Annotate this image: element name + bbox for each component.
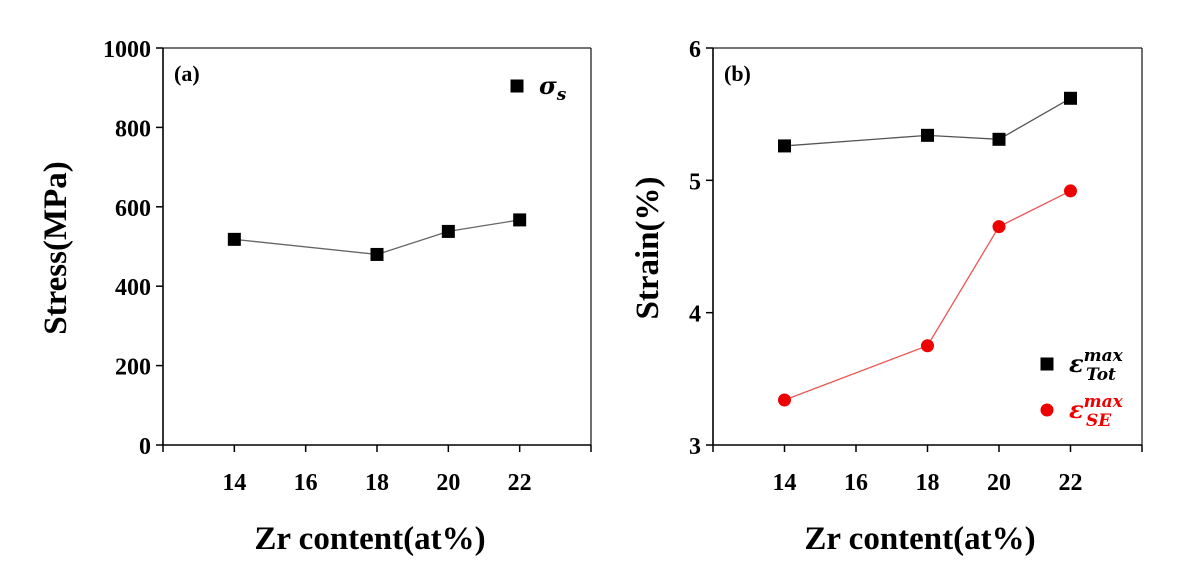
legend-label: εmax: [1069, 392, 1124, 424]
data-point-square: [370, 247, 384, 261]
data-point-square: [778, 139, 791, 153]
data-point-circle: [921, 339, 934, 353]
y-tick-label: 4: [689, 302, 701, 328]
y-tick-label: 3: [689, 434, 701, 460]
legend-symbol: ε: [1069, 349, 1084, 378]
panel-label-b: (b): [724, 61, 751, 86]
data-point-square: [1064, 91, 1077, 105]
legend-a: σs: [510, 71, 567, 105]
y-tick-label: 200: [115, 355, 151, 381]
y-tick-label: 400: [115, 275, 151, 301]
legend-symbol: σ: [539, 71, 557, 100]
y-axis-title-b: Strain(%): [630, 177, 666, 320]
x-axis-title-b: Zr content(at%): [804, 521, 1035, 557]
data-point-square: [992, 132, 1006, 146]
x-tick-label: 18: [916, 470, 940, 496]
y-tick-label: 6: [689, 37, 701, 63]
panel-b-strain-chart: (b) Zr content(at%) Strain(%) 14 16 18 20 22…: [630, 37, 1143, 557]
x-tick-label: 20: [436, 470, 460, 496]
series-b: [778, 91, 1077, 407]
y-tick-label: 800: [115, 116, 151, 142]
legend-symbol: ε: [1069, 395, 1084, 424]
x-tick-label: 22: [1059, 470, 1083, 496]
y-tick-label: 1000: [103, 37, 151, 63]
data-point-square: [227, 232, 241, 246]
series-line-b-1: [784, 190, 1071, 401]
panel-label-a: (a): [174, 61, 200, 86]
legend-marker-square: [1040, 357, 1054, 371]
ticks-b: 14 16 18 20 22 3 4 5 6: [689, 37, 1143, 496]
x-tick-label: 22: [508, 470, 532, 496]
data-point-circle: [1064, 184, 1077, 198]
data-point-square: [441, 224, 455, 238]
series-line-b-0: [784, 97, 1071, 147]
legend-subscript: Tot: [1086, 365, 1116, 385]
legend-marker-circle: [1040, 403, 1054, 417]
x-tick-label: 14: [773, 470, 797, 496]
legend-subscript: s: [556, 85, 567, 105]
legend-marker-square: [510, 79, 524, 93]
legend-superscript: max: [1084, 346, 1124, 366]
ticks-a: 14 16 18 20 22 0 200 400 600 800 1000: [103, 37, 592, 496]
x-tick-label: 16: [844, 470, 868, 496]
y-tick-label: 0: [139, 434, 151, 460]
x-tick-label: 20: [987, 470, 1011, 496]
data-point-circle: [992, 220, 1006, 234]
x-tick-label: 18: [365, 470, 389, 496]
legend-label: εmax: [1069, 346, 1124, 378]
data-point-square: [513, 213, 527, 227]
legend-superscript: max: [1084, 392, 1124, 412]
x-tick-label: 16: [294, 470, 318, 496]
x-tick-label: 14: [222, 470, 246, 496]
x-axis-title-a: Zr content(at%): [254, 521, 485, 557]
legend-label: σs: [539, 71, 567, 105]
data-point-square: [921, 128, 934, 142]
legend-subscript: SE: [1086, 411, 1112, 431]
series-line-a-0: [234, 219, 520, 256]
data-point-circle: [778, 393, 791, 407]
y-axis-title-a: Stress(MPa): [38, 161, 74, 335]
panel-a-stress-chart: (a) Zr content(at%) Stress(MPa) 14 16 18 20…: [38, 37, 592, 557]
y-tick-label: 600: [115, 196, 151, 222]
y-tick-label: 5: [689, 169, 701, 195]
series-a: [227, 213, 527, 261]
